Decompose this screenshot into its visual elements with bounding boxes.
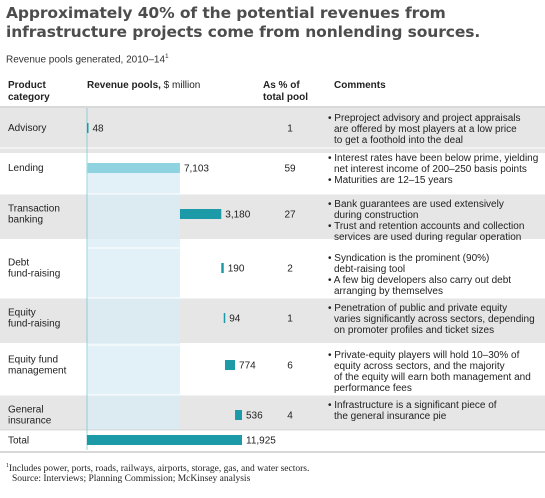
comment-line: • Preproject advisory and project apprai…: [328, 113, 521, 124]
chart-subtitle: Revenue pools generated, 2010–141: [6, 53, 169, 66]
comment-line: • A few big developers also carry out de…: [328, 275, 511, 286]
comment-line: services are used during regular operati…: [334, 232, 521, 243]
comment-line: on promoter profiles and ticket sizes: [334, 325, 494, 336]
category-label: Advisory: [8, 123, 46, 134]
source-note: Source: Interviews; Planning Commission;…: [12, 474, 251, 484]
header-revenue-pools: Revenue pools, $ million: [87, 80, 201, 91]
value-label: 190: [228, 264, 245, 275]
category-label: management: [8, 366, 67, 377]
pct-label: 1: [287, 124, 293, 135]
bar: [87, 163, 180, 173]
value-label: 774: [239, 361, 256, 372]
comment-line: • Bank guarantees are used extensively: [328, 199, 504, 210]
bar: [87, 123, 89, 133]
category-label: fund-raising: [8, 269, 60, 280]
pct-label: 2: [287, 264, 293, 275]
comment-line: varies significantly across sectors, dep…: [334, 314, 535, 325]
comment-line: during construction: [334, 210, 419, 221]
category-label: Lending: [8, 163, 44, 174]
comment-line: • Private-equity players will hold 10–30…: [328, 350, 520, 361]
comment-line: • Maturities are 12–15 years: [328, 175, 453, 186]
value-label: 3,180: [225, 210, 250, 221]
comment-line: are offered by most players at a low pri…: [334, 124, 517, 135]
pct-label: 1: [287, 314, 293, 325]
comment-line: • Syndication is the prominent (90%): [328, 253, 489, 264]
total-bar: [87, 435, 242, 445]
category-label: Debt: [8, 258, 29, 269]
total-label: Total: [8, 436, 29, 447]
category-label: Equity fund: [8, 355, 58, 366]
header-comments: Comments: [334, 80, 386, 91]
comment-line: of the equity will earn both management …: [334, 372, 531, 383]
pct-label: 59: [284, 164, 296, 175]
category-label: fund-raising: [8, 319, 60, 330]
category-label: insurance: [8, 416, 52, 427]
chart-title: Approximately 40% of the potential reven…: [6, 4, 481, 41]
footnote: 1Includes power, ports, roads, railways,…: [6, 463, 310, 475]
comment-line: • Infrastructure is a significant piece …: [328, 400, 497, 411]
bar: [223, 313, 226, 323]
waterfall-chart: Advisory 48 1 • Preproject advisory and pro…: [0, 106, 545, 453]
total-value-label: 11,925: [246, 436, 276, 447]
comment-line: debt-raising tool: [334, 264, 405, 275]
header-pct-total: As % of total pool: [263, 80, 308, 103]
bar: [179, 209, 222, 219]
comment-line: • Trust and retention accounts and colle…: [328, 221, 524, 232]
bar: [221, 263, 224, 273]
category-label: Transaction: [8, 204, 60, 215]
pct-label: 27: [284, 210, 296, 221]
category-label: Equity: [8, 308, 36, 319]
comment-line: performance fees: [334, 383, 412, 394]
value-label: 7,103: [184, 164, 209, 175]
comment-line: to get a foothold into the deal: [334, 135, 463, 146]
value-label: 94: [229, 314, 241, 325]
row-band: [0, 108, 545, 153]
pct-label: 4: [287, 411, 293, 422]
pct-label: 6: [287, 361, 293, 372]
bar: [224, 360, 236, 370]
comment-line: the general insurance pie: [334, 411, 447, 422]
comment-line: net interest income of 200–250 basis poi…: [334, 164, 527, 175]
category-label: banking: [8, 215, 43, 226]
category-label: General: [8, 405, 44, 416]
comment-line: arranging by themselves: [334, 286, 443, 297]
comment-line: • Interest rates have been below prime, …: [328, 153, 538, 164]
value-label: 536: [246, 411, 263, 422]
comment-line: • Penetration of public and private equi…: [328, 303, 507, 314]
value-label: 48: [93, 124, 105, 135]
comment-line: equity across sectors, and the majority: [334, 361, 505, 372]
header-product-category: Product category: [8, 80, 50, 103]
bar: [235, 410, 242, 420]
